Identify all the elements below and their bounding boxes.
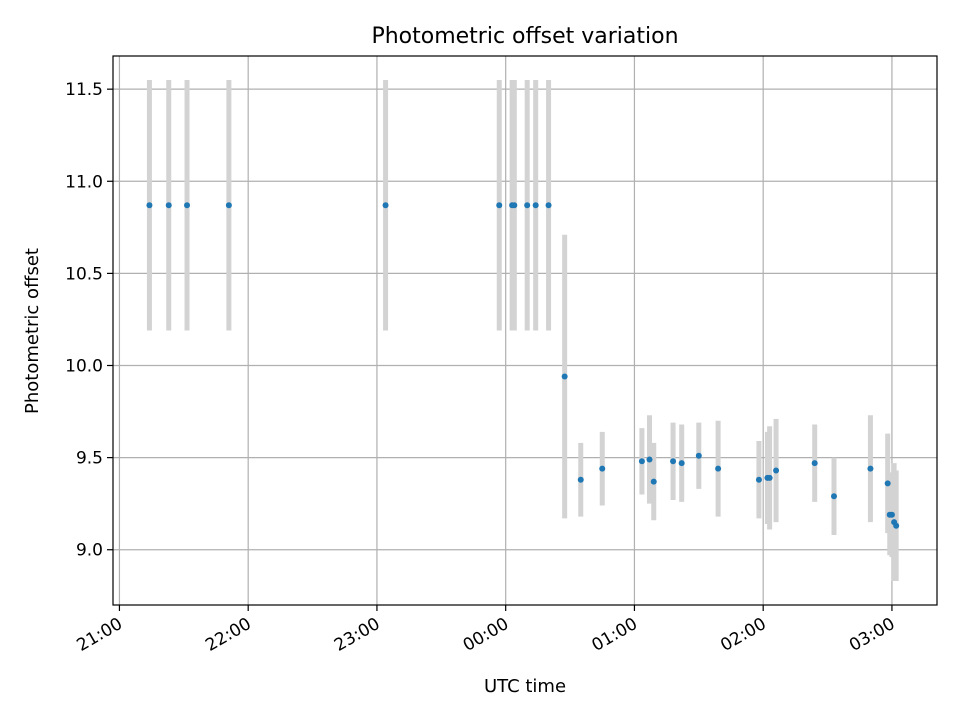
y-tick-label: 10.0 — [65, 357, 103, 377]
data-point — [893, 522, 900, 529]
data-point — [146, 202, 153, 209]
data-point — [650, 478, 657, 485]
data-point — [382, 202, 389, 209]
x-axis-label: UTC time — [484, 676, 566, 697]
data-point — [867, 465, 874, 472]
data-point — [545, 202, 552, 209]
data-point — [811, 460, 818, 467]
data-point — [184, 202, 191, 209]
data-point — [165, 202, 172, 209]
data-point — [715, 465, 722, 472]
data-point — [638, 458, 645, 465]
data-point — [678, 460, 685, 467]
data-point — [599, 465, 606, 472]
y-tick-label: 10.5 — [65, 264, 103, 284]
data-point — [496, 202, 503, 209]
data-point — [577, 476, 584, 483]
y-tick-label: 11.5 — [65, 80, 103, 100]
data-point — [884, 480, 891, 487]
data-point — [561, 373, 568, 380]
data-point — [755, 476, 762, 483]
data-points — [146, 202, 900, 529]
chart-title: Photometric offset variation — [371, 24, 678, 49]
y-tick-label: 9.5 — [76, 449, 103, 469]
data-point — [532, 202, 539, 209]
y-tick-label: 9.0 — [76, 541, 103, 561]
data-point — [670, 458, 677, 465]
data-point — [773, 467, 780, 474]
data-point — [225, 202, 232, 209]
data-point — [888, 511, 895, 518]
y-axis-label: Photometric offset — [22, 248, 43, 414]
data-point — [511, 202, 518, 209]
data-point — [766, 474, 773, 481]
plot-frame — [112, 55, 938, 606]
data-point — [646, 456, 653, 463]
y-tick-label: 11.0 — [65, 172, 103, 192]
data-point — [524, 202, 531, 209]
data-point — [831, 493, 837, 500]
data-point — [695, 452, 702, 459]
